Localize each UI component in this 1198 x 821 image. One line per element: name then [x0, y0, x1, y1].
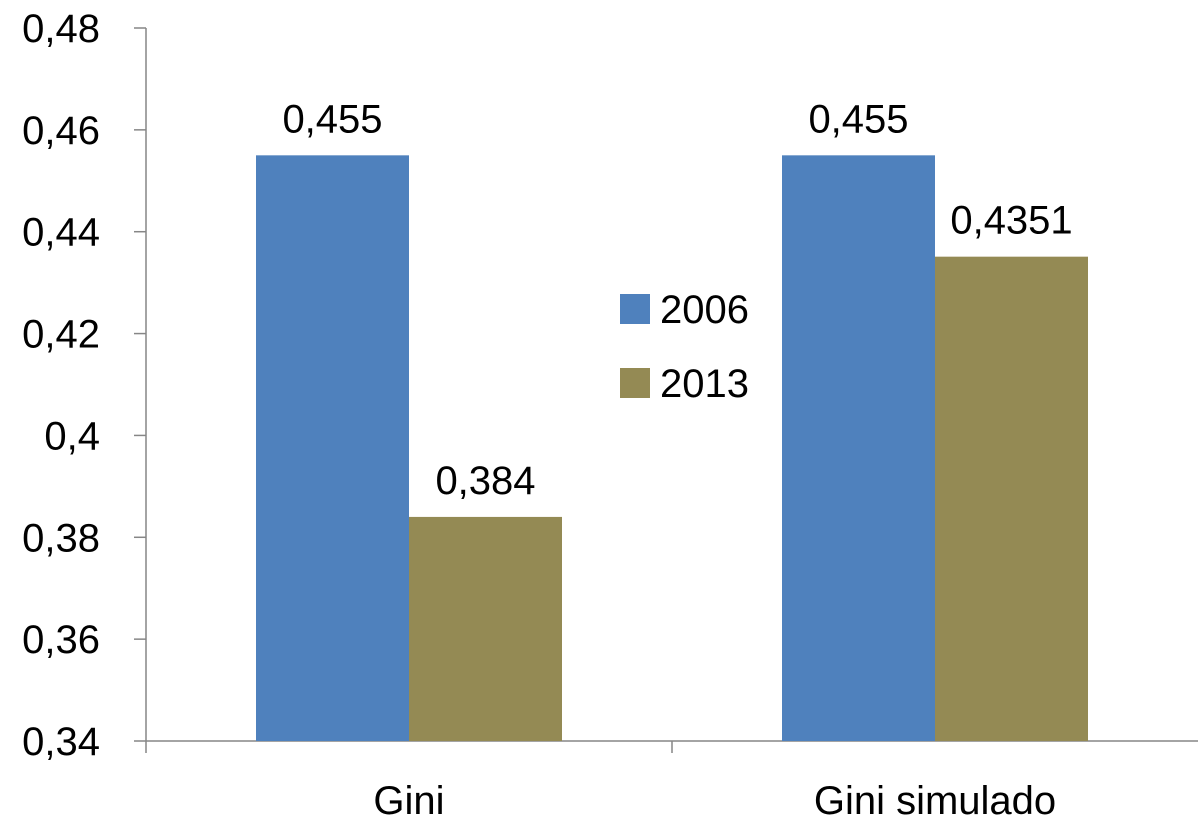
bars: [256, 155, 1088, 742]
bar-2013-0: [409, 516, 562, 741]
y-tick-label: 0,34: [22, 720, 100, 764]
data-label: 0,4351: [950, 199, 1072, 243]
legend-label: 2006: [660, 288, 749, 332]
data-label: 0,455: [808, 97, 908, 141]
x-axis: Gini Gini simulado: [145, 740, 1198, 821]
legend-label: 2013: [660, 362, 749, 406]
bar-2013-1: [935, 256, 1088, 741]
data-label: 0,455: [282, 97, 382, 141]
legend: 2006 2013: [620, 288, 749, 406]
y-tick-label: 0,48: [22, 7, 100, 51]
y-tick-label: 0,44: [22, 211, 100, 255]
legend-swatch: [620, 368, 650, 398]
y-tick-label: 0,38: [22, 516, 100, 560]
y-axis: 0,34 0,36 0,38 0,4 0,42 0,44 0,46 0,48: [22, 7, 147, 764]
y-tick-label: 0,46: [22, 109, 100, 153]
x-category-label: Gini simulado: [814, 779, 1056, 821]
y-tick-label: 0,42: [22, 313, 100, 357]
bar-2006-0: [256, 155, 409, 742]
legend-swatch: [620, 294, 650, 324]
data-labels: 0,455 0,384 0,455 0,4351: [282, 97, 1072, 503]
bar-2006-1: [782, 155, 935, 742]
y-tick-label: 0,36: [22, 618, 100, 662]
y-tick-label: 0,4: [44, 414, 100, 458]
x-category-label: Gini: [373, 779, 444, 821]
data-label: 0,384: [435, 459, 535, 503]
